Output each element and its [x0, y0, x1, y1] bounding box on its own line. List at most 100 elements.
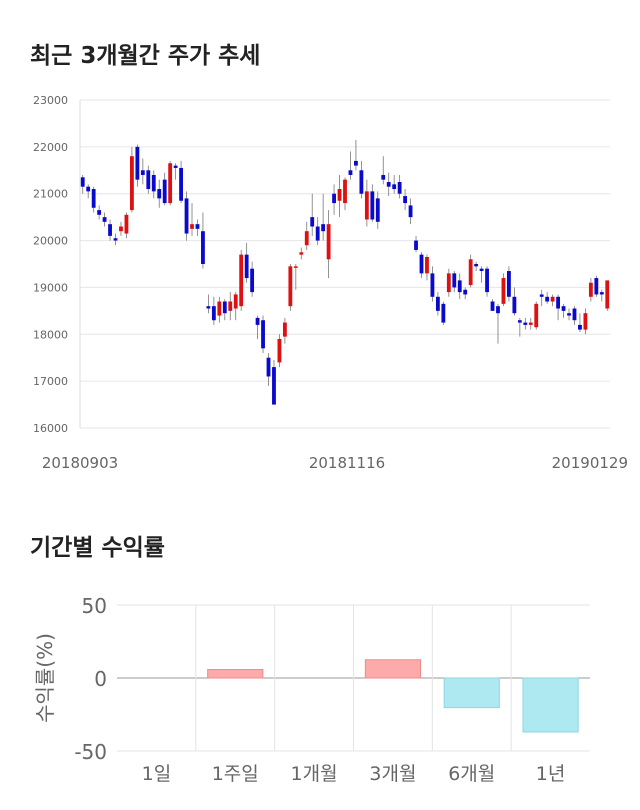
candle-body	[151, 174, 156, 192]
candle-body	[326, 224, 331, 260]
candle-body	[250, 268, 255, 293]
return-bar	[522, 677, 579, 733]
x-category-label: 1주일	[212, 763, 259, 785]
candle-body	[343, 179, 347, 204]
candlestick-chart: 23000 22000 21000 20000 19000 18000 17000 16000…	[33, 94, 628, 470]
candle-body	[572, 308, 577, 321]
candle-body	[332, 193, 336, 204]
candle-body	[485, 268, 489, 293]
candle-body	[539, 294, 544, 297]
x-tick-label: 20190129	[552, 454, 628, 470]
candle-body	[277, 338, 282, 363]
candle-body	[304, 231, 309, 246]
candle-body	[364, 191, 369, 220]
candle-body	[479, 268, 484, 272]
candle-body	[255, 317, 260, 325]
candle-body	[228, 301, 233, 311]
candle-body	[386, 182, 391, 187]
y-tick-label: 18000	[33, 328, 68, 341]
candle-body	[468, 259, 473, 286]
candle-body	[211, 306, 216, 321]
y-tick-label: -50	[74, 740, 107, 764]
candle-body	[337, 189, 342, 201]
candle-body	[321, 224, 326, 232]
candle-body	[129, 156, 134, 211]
candle-body	[474, 264, 479, 267]
period-return-title: 기간별 수익률	[30, 535, 165, 561]
candle-body	[605, 280, 610, 309]
x-tick-label: 20181116	[309, 454, 385, 470]
candle-body	[545, 296, 550, 302]
candle-body	[397, 182, 402, 194]
candle-body	[97, 210, 102, 215]
candle-body	[146, 170, 151, 190]
candle-body	[392, 184, 397, 190]
candle-body	[217, 301, 222, 316]
candle-body	[140, 170, 145, 175]
candle-body	[370, 191, 375, 220]
candle-body	[222, 301, 227, 314]
y-tick-label: 19000	[33, 281, 68, 294]
y-axis-label: 수익률(%)	[33, 633, 57, 723]
candle-body	[173, 165, 178, 168]
candle-body	[425, 256, 429, 274]
candle-body	[414, 240, 418, 250]
candle-body	[168, 163, 173, 204]
candle-body	[293, 266, 298, 268]
y-tick-label: 0	[94, 667, 107, 691]
candle-body	[375, 198, 380, 222]
candle-body	[446, 273, 451, 293]
candle-body	[233, 294, 238, 309]
candle-body	[501, 278, 506, 304]
candle-body	[599, 292, 604, 295]
candle-body	[119, 226, 123, 232]
candle-body	[452, 273, 457, 288]
candle-body	[266, 357, 271, 377]
candle-body	[441, 303, 446, 323]
candle-body	[299, 252, 304, 255]
candle-body	[102, 217, 107, 222]
candle-body	[162, 179, 167, 204]
y-tick-label: 16000	[33, 422, 68, 435]
candle-body	[594, 278, 599, 295]
candle-body	[490, 301, 495, 311]
candle-body	[190, 224, 194, 229]
candle-body	[496, 306, 500, 314]
price-trend-title: 최근 3개월간 주가 추세	[30, 43, 261, 69]
y-tick-label: 50	[82, 594, 107, 618]
return-bar	[207, 669, 264, 679]
y-tick-label: 22000	[33, 141, 68, 154]
x-category-label: 1년	[536, 763, 566, 785]
candle-body	[528, 322, 533, 325]
candle-body	[517, 320, 522, 323]
candle-body	[430, 273, 435, 297]
candle-body	[91, 189, 96, 208]
candle-body	[179, 167, 183, 201]
y-tick-label: 23000	[33, 94, 68, 107]
candle-body	[419, 254, 424, 274]
candle-body	[403, 196, 408, 204]
candle-body	[261, 320, 265, 349]
candle-body	[512, 296, 517, 314]
candle-body	[310, 217, 315, 227]
candle-body	[457, 280, 462, 293]
candle-body	[556, 296, 561, 309]
x-category-label: 1일	[142, 763, 172, 785]
return-bar	[364, 659, 422, 679]
candle-body	[315, 226, 320, 241]
candle-body	[534, 303, 539, 328]
candle-body	[507, 271, 511, 297]
candle-body	[244, 254, 249, 279]
candle-body	[523, 322, 528, 325]
candle-body	[348, 170, 353, 175]
candle-body	[80, 177, 85, 187]
candle-body	[157, 189, 162, 199]
x-category-label: 6개월	[448, 763, 495, 785]
y-tick-label: 20000	[33, 235, 68, 248]
candle-body	[86, 186, 91, 192]
candle-body	[435, 296, 440, 311]
candle-body	[550, 296, 555, 302]
candle-body	[381, 174, 386, 180]
y-tick-label: 21000	[33, 188, 68, 201]
candle-body	[288, 266, 293, 307]
